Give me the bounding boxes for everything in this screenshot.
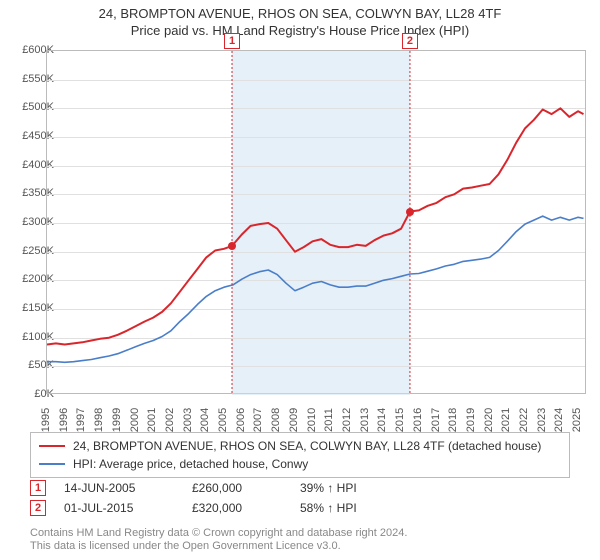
events-table: 1 14-JUN-2005 £260,000 39% ↑ HPI 2 01-JU… (30, 478, 570, 518)
footer: Contains HM Land Registry data © Crown c… (30, 527, 570, 555)
x-tick-label: 2016 (412, 408, 424, 432)
legend-swatch (39, 445, 65, 447)
title-line-2: Price paid vs. HM Land Registry's House … (0, 23, 600, 38)
x-tick-label: 2014 (376, 408, 388, 432)
x-tick-label: 2007 (252, 408, 264, 432)
event-marker-box: 1 (30, 480, 46, 496)
legend: 24, BROMPTON AVENUE, RHOS ON SEA, COLWYN… (30, 432, 570, 478)
chart-container: 24, BROMPTON AVENUE, RHOS ON SEA, COLWYN… (0, 0, 600, 560)
x-tick-label: 1995 (40, 408, 52, 432)
x-tick-label: 2025 (571, 408, 583, 432)
event-marker-flag: 1 (224, 33, 240, 49)
legend-label: HPI: Average price, detached house, Conw… (73, 457, 308, 471)
legend-label: 24, BROMPTON AVENUE, RHOS ON SEA, COLWYN… (73, 439, 541, 453)
event-marker-flag: 2 (402, 33, 418, 49)
x-tick-label: 2001 (146, 408, 158, 432)
series-line (47, 216, 584, 362)
x-tick-label: 2005 (217, 408, 229, 432)
x-tick-label: 2003 (182, 408, 194, 432)
legend-item: HPI: Average price, detached house, Conw… (39, 455, 561, 473)
x-tick-label: 2023 (536, 408, 548, 432)
x-tick-label: 1996 (58, 408, 70, 432)
x-tick-label: 2018 (447, 408, 459, 432)
x-tick-label: 2024 (553, 408, 565, 432)
x-tick-label: 2019 (465, 408, 477, 432)
x-tick-label: 2010 (306, 408, 318, 432)
event-date: 14-JUN-2005 (64, 481, 174, 495)
event-pct: 39% ↑ HPI (300, 481, 410, 495)
event-dot (406, 208, 414, 216)
x-tick-label: 2006 (235, 408, 247, 432)
x-tick-label: 2002 (164, 408, 176, 432)
x-tick-label: 2009 (288, 408, 300, 432)
series-svg (47, 51, 587, 395)
event-dot (228, 242, 236, 250)
x-tick-label: 2013 (359, 408, 371, 432)
x-tick-label: 2015 (394, 408, 406, 432)
series-line (47, 108, 584, 344)
x-tick-label: 2012 (341, 408, 353, 432)
x-tick-label: 2004 (199, 408, 211, 432)
titles: 24, BROMPTON AVENUE, RHOS ON SEA, COLWYN… (0, 0, 600, 38)
footer-line-2: This data is licensed under the Open Gov… (30, 540, 570, 554)
title-line-1: 24, BROMPTON AVENUE, RHOS ON SEA, COLWYN… (0, 6, 600, 21)
x-tick-label: 2011 (323, 408, 335, 432)
x-tick-label: 2017 (430, 408, 442, 432)
event-date: 01-JUL-2015 (64, 501, 174, 515)
x-tick-label: 2008 (270, 408, 282, 432)
x-tick-label: 1997 (75, 408, 87, 432)
x-tick-label: 1999 (111, 408, 123, 432)
event-row: 2 01-JUL-2015 £320,000 58% ↑ HPI (30, 498, 570, 518)
event-pct: 58% ↑ HPI (300, 501, 410, 515)
event-price: £320,000 (192, 501, 282, 515)
event-marker-box: 2 (30, 500, 46, 516)
legend-item: 24, BROMPTON AVENUE, RHOS ON SEA, COLWYN… (39, 437, 561, 455)
plot-area: 12 (46, 50, 586, 394)
x-tick-label: 2021 (500, 408, 512, 432)
footer-line-1: Contains HM Land Registry data © Crown c… (30, 527, 570, 541)
x-tick-label: 2000 (129, 408, 141, 432)
x-tick-label: 2022 (518, 408, 530, 432)
x-tick-label: 1998 (93, 408, 105, 432)
event-row: 1 14-JUN-2005 £260,000 39% ↑ HPI (30, 478, 570, 498)
legend-swatch (39, 463, 65, 465)
x-tick-label: 2020 (483, 408, 495, 432)
event-price: £260,000 (192, 481, 282, 495)
